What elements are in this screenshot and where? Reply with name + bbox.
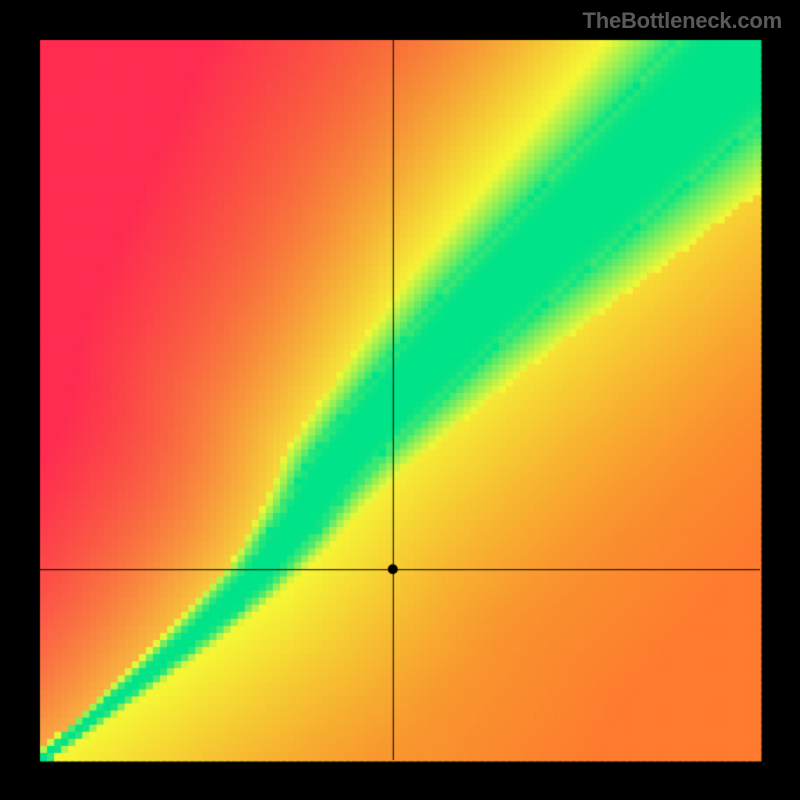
watermark-text: TheBottleneck.com [582, 8, 782, 34]
bottleneck-heatmap [0, 0, 800, 800]
root-container: TheBottleneck.com [0, 0, 800, 800]
